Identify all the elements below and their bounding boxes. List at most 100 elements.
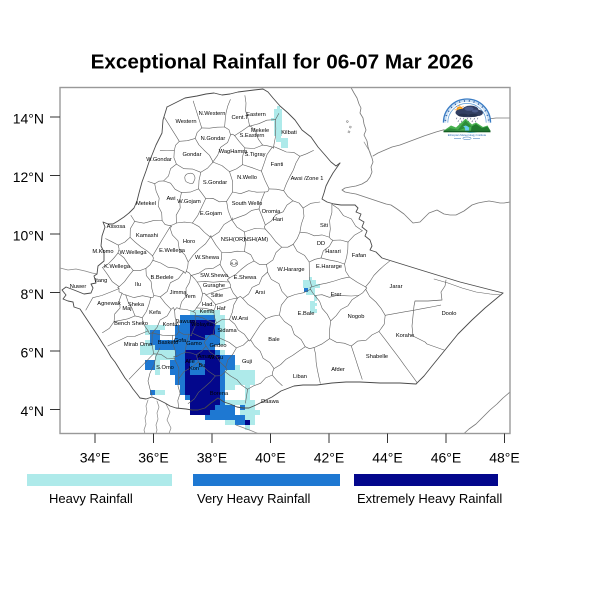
svg-text:E.Shewa: E.Shewa <box>234 275 258 281</box>
svg-text:4°N: 4°N <box>21 403 45 419</box>
svg-text:Cent.T: Cent.T <box>231 115 249 121</box>
svg-text:E.Hararge: E.Hararge <box>316 264 342 270</box>
svg-text:Alle: Alle <box>185 359 194 365</box>
svg-text:Gondar: Gondar <box>183 152 202 158</box>
svg-text:Afder: Afder <box>331 367 345 373</box>
svg-text:Very Heavy Rainfall: Very Heavy Rainfall <box>197 491 311 506</box>
svg-text:E.Wellega: E.Wellega <box>159 248 186 254</box>
svg-text:Daawa: Daawa <box>261 399 280 405</box>
svg-text:Kamashi: Kamashi <box>136 233 158 239</box>
svg-text:48°E: 48°E <box>489 450 520 466</box>
svg-text:Horo: Horo <box>183 239 195 245</box>
svg-text:Awsi /Zone 1: Awsi /Zone 1 <box>291 176 324 182</box>
svg-text:S.Tigray: S.Tigray <box>245 152 266 158</box>
svg-text:Itang: Itang <box>95 278 108 284</box>
svg-text:B.Bedele: B.Bedele <box>150 275 173 281</box>
svg-text:Eastern: Eastern <box>246 112 266 118</box>
svg-text:Korahe: Korahe <box>396 333 414 339</box>
svg-text:Gofa: Gofa <box>174 338 187 344</box>
svg-text:W.Gondar: W.Gondar <box>146 157 172 163</box>
svg-text:Mirab Omo: Mirab Omo <box>124 342 152 348</box>
svg-text:Jarar: Jarar <box>390 284 403 290</box>
svg-text:10°N: 10°N <box>13 228 44 244</box>
svg-text:W.Wellega: W.Wellega <box>119 250 147 256</box>
svg-text:Erer: Erer <box>331 292 342 298</box>
svg-text:Konta: Konta <box>163 322 179 328</box>
svg-text:WagHamra: WagHamra <box>219 149 248 155</box>
svg-text:S.Omo: S.Omo <box>156 365 174 371</box>
svg-text:Bench Sheko: Bench Sheko <box>114 321 148 327</box>
svg-text:E.Gojam: E.Gojam <box>200 211 222 217</box>
svg-text:Ethiopian Meteorology Institut: Ethiopian Meteorology Institute <box>448 133 487 137</box>
svg-text:Metekel: Metekel <box>136 201 156 207</box>
svg-text:38°E: 38°E <box>197 450 228 466</box>
svg-text:Amaro: Amaro <box>198 354 215 360</box>
svg-text:Had.: Had. <box>202 302 214 308</box>
svg-text:Awi: Awi <box>166 196 175 202</box>
svg-text:W.Shewa: W.Shewa <box>195 255 220 261</box>
svg-text:Fafan: Fafan <box>352 253 367 259</box>
svg-text:Kon: Kon <box>189 366 199 372</box>
svg-text:Bale: Bale <box>268 337 279 343</box>
svg-text:Western: Western <box>175 119 196 125</box>
svg-text:Sheka: Sheka <box>128 302 145 308</box>
svg-text:A.A: A.A <box>230 261 237 266</box>
svg-text:Doolo: Doolo <box>442 311 457 317</box>
svg-text:Harari: Harari <box>325 249 341 255</box>
svg-text:W.Arsi: W.Arsi <box>232 316 248 322</box>
svg-text:Liban: Liban <box>293 374 307 380</box>
svg-text:Nuwer: Nuwer <box>70 284 87 290</box>
svg-text:Dawuro: Dawuro <box>175 319 195 325</box>
svg-text:14°N: 14°N <box>13 111 44 127</box>
svg-text:Fanti: Fanti <box>271 162 284 168</box>
svg-text:Bu: Bu <box>199 363 206 369</box>
svg-text:Gedeo: Gedeo <box>209 343 226 349</box>
svg-text:40°E: 40°E <box>255 450 286 466</box>
svg-text:Mekele: Mekele <box>251 128 269 134</box>
svg-text:Borena: Borena <box>210 391 229 397</box>
svg-text:Kefa: Kefa <box>149 310 162 316</box>
svg-text:W.Hararge: W.Hararge <box>277 267 304 273</box>
svg-text:Kemb: Kemb <box>200 309 215 315</box>
svg-text:Jimma: Jimma <box>170 290 188 296</box>
svg-text:S.Eastern: S.Eastern <box>240 133 265 139</box>
svg-text:Guraghe: Guraghe <box>203 283 225 289</box>
svg-text:Sidama: Sidama <box>217 328 237 334</box>
svg-text:Haf: Haf <box>217 306 226 312</box>
svg-text:NSH(AM): NSH(AM) <box>244 237 268 243</box>
svg-text:46°E: 46°E <box>431 450 462 466</box>
svg-text:S.Gondar: S.Gondar <box>203 180 227 186</box>
svg-text:Gamo: Gamo <box>186 341 202 347</box>
svg-text:Assosa: Assosa <box>107 224 126 230</box>
svg-text:W.Gojam: W.Gojam <box>177 199 201 205</box>
svg-text:Siltie: Siltie <box>211 293 223 299</box>
svg-text:8°N: 8°N <box>21 286 45 302</box>
svg-text:Exceptional Rainfall for 06-07: Exceptional Rainfall for 06-07 Mar 2026 <box>91 51 474 74</box>
svg-text:Kilbati: Kilbati <box>281 130 297 136</box>
svg-text:Wolayita: Wolayita <box>191 322 214 328</box>
svg-text:Ilu: Ilu <box>135 282 141 288</box>
svg-text:Heavy Rainfall: Heavy Rainfall <box>49 491 133 506</box>
svg-text:DD: DD <box>317 241 325 247</box>
svg-text:Oromia: Oromia <box>262 209 281 215</box>
svg-text:E.Bale: E.Bale <box>298 311 315 317</box>
svg-text:N.Western: N.Western <box>199 111 226 117</box>
svg-text:W.Gu: W.Gu <box>209 355 223 361</box>
svg-text:12°N: 12°N <box>13 169 44 185</box>
svg-text:Siti: Siti <box>320 223 328 229</box>
svg-text:N.Wello: N.Wello <box>237 175 257 181</box>
svg-text:44°E: 44°E <box>372 450 403 466</box>
svg-text:42°E: 42°E <box>314 450 345 466</box>
svg-text:Shabelle: Shabelle <box>366 354 388 360</box>
svg-text:34°E: 34°E <box>80 450 111 466</box>
svg-text:Guji: Guji <box>242 359 252 365</box>
svg-text:M.Komo: M.Komo <box>92 249 113 255</box>
svg-text:Hari: Hari <box>273 217 283 223</box>
svg-text:Basketo: Basketo <box>158 340 179 346</box>
svg-text:Extremely Heavy Rainfall: Extremely Heavy Rainfall <box>357 491 502 506</box>
svg-text:SW.Shewa: SW.Shewa <box>200 273 229 279</box>
svg-text:K.Wellega: K.Wellega <box>104 264 131 270</box>
svg-text:6°N: 6°N <box>21 345 45 361</box>
svg-text:Yem: Yem <box>184 294 195 300</box>
svg-text:Maj: Maj <box>122 306 131 312</box>
